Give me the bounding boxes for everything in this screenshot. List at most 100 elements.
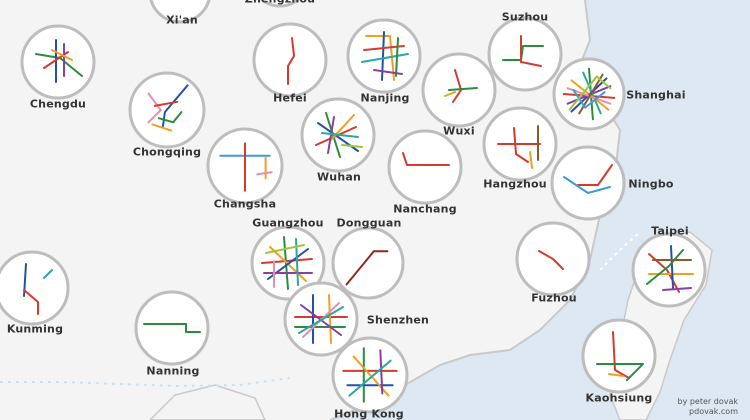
city-label-chengdu: Chengdu: [29, 97, 87, 111]
city-bubble-shenzhen[interactable]: [282, 280, 360, 358]
city-bubble-zhengzhou[interactable]: [249, 0, 311, 9]
metro-line-nanchang-0: [402, 152, 450, 166]
city-label-suzhou: Suzhou: [501, 10, 549, 24]
metro-line-dongguan-0: [345, 250, 389, 286]
city-bubble-suzhou[interactable]: [486, 15, 564, 93]
metro-line-chongqing-4: [151, 123, 173, 132]
metro-line-hongkong-5: [348, 359, 392, 397]
metro-line-kaohsiung-0: [612, 331, 630, 379]
city-label-kaohsiung: Kaohsiung: [585, 391, 653, 405]
strait-line: [599, 231, 641, 271]
metro-line-chengdu-4: [51, 49, 73, 61]
hainan: [148, 384, 266, 420]
metro-line-wuhan-3: [329, 114, 355, 142]
metro-line-nanjing-3: [361, 53, 409, 63]
metro-line-guangzhou-0: [261, 258, 313, 264]
city-label-nanning: Nanning: [146, 364, 200, 378]
city-disc-suzhou: [487, 16, 563, 92]
metro-line-nanning-0: [143, 323, 201, 333]
metro-line-guangzhou-7: [265, 244, 305, 254]
credit-author: by peter dovak: [677, 397, 739, 406]
city-bubble-wuhan[interactable]: [299, 96, 377, 174]
city-bubble-kunming[interactable]: [0, 249, 71, 327]
city-bubble-xian[interactable]: [147, 0, 213, 25]
city-disc-kaohsiung: [581, 318, 657, 394]
city-bubble-chongqing[interactable]: [127, 70, 207, 150]
city-label-ningbo: Ningbo: [628, 177, 674, 191]
city-label-nanchang: Nanchang: [393, 202, 457, 216]
city-bubble-nanning[interactable]: [133, 289, 211, 367]
credit: by peter dovak pdovak.com: [678, 397, 739, 417]
city-label-dongguan: Dongguan: [336, 216, 402, 230]
city-bubble-ningbo[interactable]: [549, 144, 627, 222]
city-disc-hefei: [252, 22, 328, 98]
metro-line-suzhou-1: [520, 35, 542, 67]
metro-line-ningbo-1: [563, 176, 611, 194]
city-disc-nanchang: [387, 129, 463, 205]
metro-line-shanghai-7: [578, 73, 604, 115]
metro-line-shanghai-9: [568, 75, 612, 111]
city-disc-nanning: [134, 290, 210, 366]
metro-line-taipei-5: [662, 287, 692, 291]
city-disc-chengdu: [20, 24, 96, 100]
metro-line-wuhan-6: [341, 144, 363, 148]
city-label-guangzhou: Guangzhou: [252, 216, 324, 230]
metro-line-chongqing-2: [157, 111, 183, 124]
metro-line-kunming-2: [43, 269, 53, 279]
metro-line-nanjing-4: [395, 37, 399, 77]
city-disc-kunming: [0, 250, 70, 326]
city-label-wuhan: Wuhan: [316, 170, 362, 184]
city-label-hongkong: Hong Kong: [334, 407, 404, 420]
metro-line-chongqing-1: [147, 92, 162, 124]
city-label-shenzhen: Shenzhen: [366, 313, 430, 327]
city-bubble-guangzhou[interactable]: [249, 224, 327, 302]
city-label-fuzhou: Fuzhou: [531, 291, 577, 305]
city-label-hangzhou: Hangzhou: [483, 177, 547, 191]
metro-line-nanjing-0: [365, 35, 395, 81]
city-label-kunming: Kunming: [6, 322, 64, 336]
city-bubble-hongkong[interactable]: [330, 335, 410, 415]
city-bubble-chengdu[interactable]: [19, 23, 97, 101]
city-bubble-hangzhou[interactable]: [481, 105, 559, 183]
city-bubble-wuxi[interactable]: [420, 51, 498, 129]
metro-line-hangzhou-3: [529, 151, 533, 169]
city-bubble-shanghai[interactable]: [551, 56, 627, 132]
city-disc-ningbo: [550, 145, 626, 221]
city-bubble-kaohsiung[interactable]: [580, 317, 658, 395]
metro-line-shenzhen-3: [328, 294, 332, 344]
city-label-wuxi: Wuxi: [443, 124, 475, 138]
city-bubble-changsha[interactable]: [205, 126, 285, 206]
metro-line-kaohsiung-1: [596, 363, 644, 381]
city-label-nanjing: Nanjing: [360, 91, 410, 105]
metro-line-wuhan-1: [315, 126, 357, 146]
city-label-zhengzhou: Zhengzhou: [245, 0, 315, 6]
city-bubble-fuzhou[interactable]: [514, 220, 592, 298]
city-label-hefei: Hefei: [273, 91, 307, 105]
metro-line-ningbo-0: [577, 164, 613, 186]
credit-site: pdovak.com: [689, 407, 738, 416]
metro-line-kunming-1: [23, 289, 39, 315]
city-bubble-taipei[interactable]: [630, 231, 708, 309]
city-bubble-nanchang[interactable]: [386, 128, 464, 206]
metro-line-shanghai-8: [572, 89, 606, 109]
city-disc-zhengzhou: [260, 0, 300, 8]
city-label-taipei: Taipei: [651, 224, 689, 238]
metro-line-changsha-3: [256, 171, 273, 176]
metro-line-nanjing-5: [373, 69, 403, 75]
border-line: [0, 377, 291, 388]
metro-line-taipei-2: [670, 245, 674, 289]
city-bubble-dongguan[interactable]: [330, 225, 406, 301]
city-label-chongqing: Chongqing: [132, 145, 202, 159]
metro-line-wuxi-1: [448, 87, 478, 91]
city-label-xian: Xi'an: [166, 13, 198, 27]
city-bubble-nanjing[interactable]: [345, 17, 423, 95]
metro-line-fuzhou-0: [538, 250, 564, 270]
metro-line-chongqing-3: [153, 100, 179, 107]
city-bubble-hefei[interactable]: [251, 21, 329, 99]
city-disc-taipei: [631, 232, 707, 308]
metro-line-hefei-0: [287, 37, 295, 85]
city-label-shanghai: Shanghai: [626, 88, 686, 102]
metro-line-hangzhou-1: [513, 127, 529, 163]
metro-line-wuxi-2: [444, 91, 456, 97]
